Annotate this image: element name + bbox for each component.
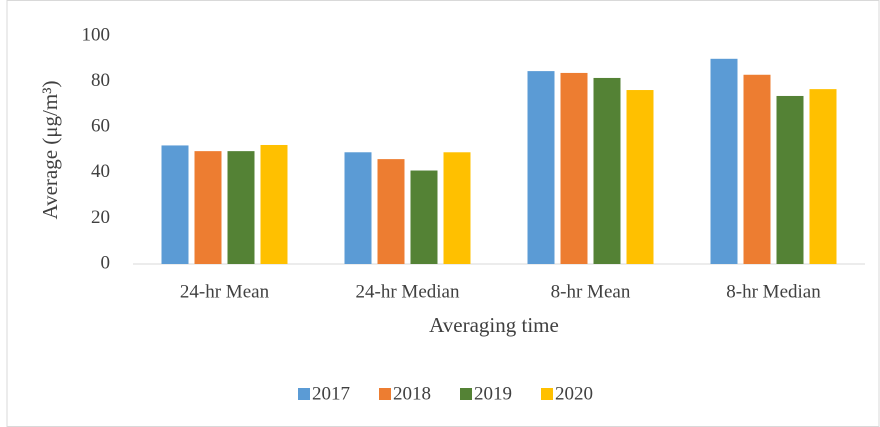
legend-swatch	[541, 388, 553, 400]
bar	[194, 151, 222, 264]
legend-swatch	[460, 388, 472, 400]
bar	[527, 71, 555, 264]
legend-swatch	[379, 388, 391, 400]
y-tick-label: 80	[91, 70, 110, 91]
bar	[626, 90, 654, 264]
bar	[260, 144, 288, 264]
x-tick-label: 24-hr Mean	[180, 281, 270, 302]
bar	[710, 58, 738, 264]
bar	[776, 95, 804, 265]
legend-label: 2017	[312, 383, 350, 404]
y-tick-label: 40	[91, 161, 110, 182]
legend-swatch	[298, 388, 310, 400]
y-tick-label: 100	[82, 24, 111, 45]
bar	[227, 151, 255, 264]
bar	[593, 77, 621, 265]
bar	[161, 145, 189, 264]
legend-label: 2019	[474, 383, 512, 404]
bar	[743, 74, 771, 264]
x-axis-title: Averaging time	[429, 313, 559, 337]
x-tick-label: 24-hr Median	[356, 281, 460, 302]
bar	[560, 72, 588, 264]
bar	[410, 170, 438, 264]
bar	[443, 152, 471, 264]
x-tick-label: 8-hr Mean	[551, 281, 631, 302]
bar	[344, 152, 372, 264]
y-tick-label: 0	[101, 252, 111, 273]
legend-label: 2020	[555, 383, 593, 404]
bar	[377, 159, 405, 264]
legend-label: 2018	[393, 383, 431, 404]
y-axis-title: Average (μg/m³)	[38, 80, 62, 219]
y-tick-label: 20	[91, 207, 110, 228]
bar	[809, 89, 837, 265]
y-tick-label: 60	[91, 116, 110, 137]
x-tick-label: 8-hr Median	[726, 281, 821, 302]
